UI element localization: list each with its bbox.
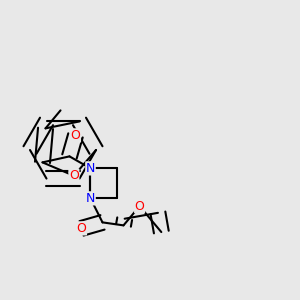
Text: N: N (86, 162, 95, 175)
Text: O: O (70, 129, 80, 142)
Text: N: N (86, 192, 95, 205)
Text: O: O (69, 169, 79, 182)
Text: O: O (76, 222, 86, 235)
Text: O: O (135, 200, 145, 213)
